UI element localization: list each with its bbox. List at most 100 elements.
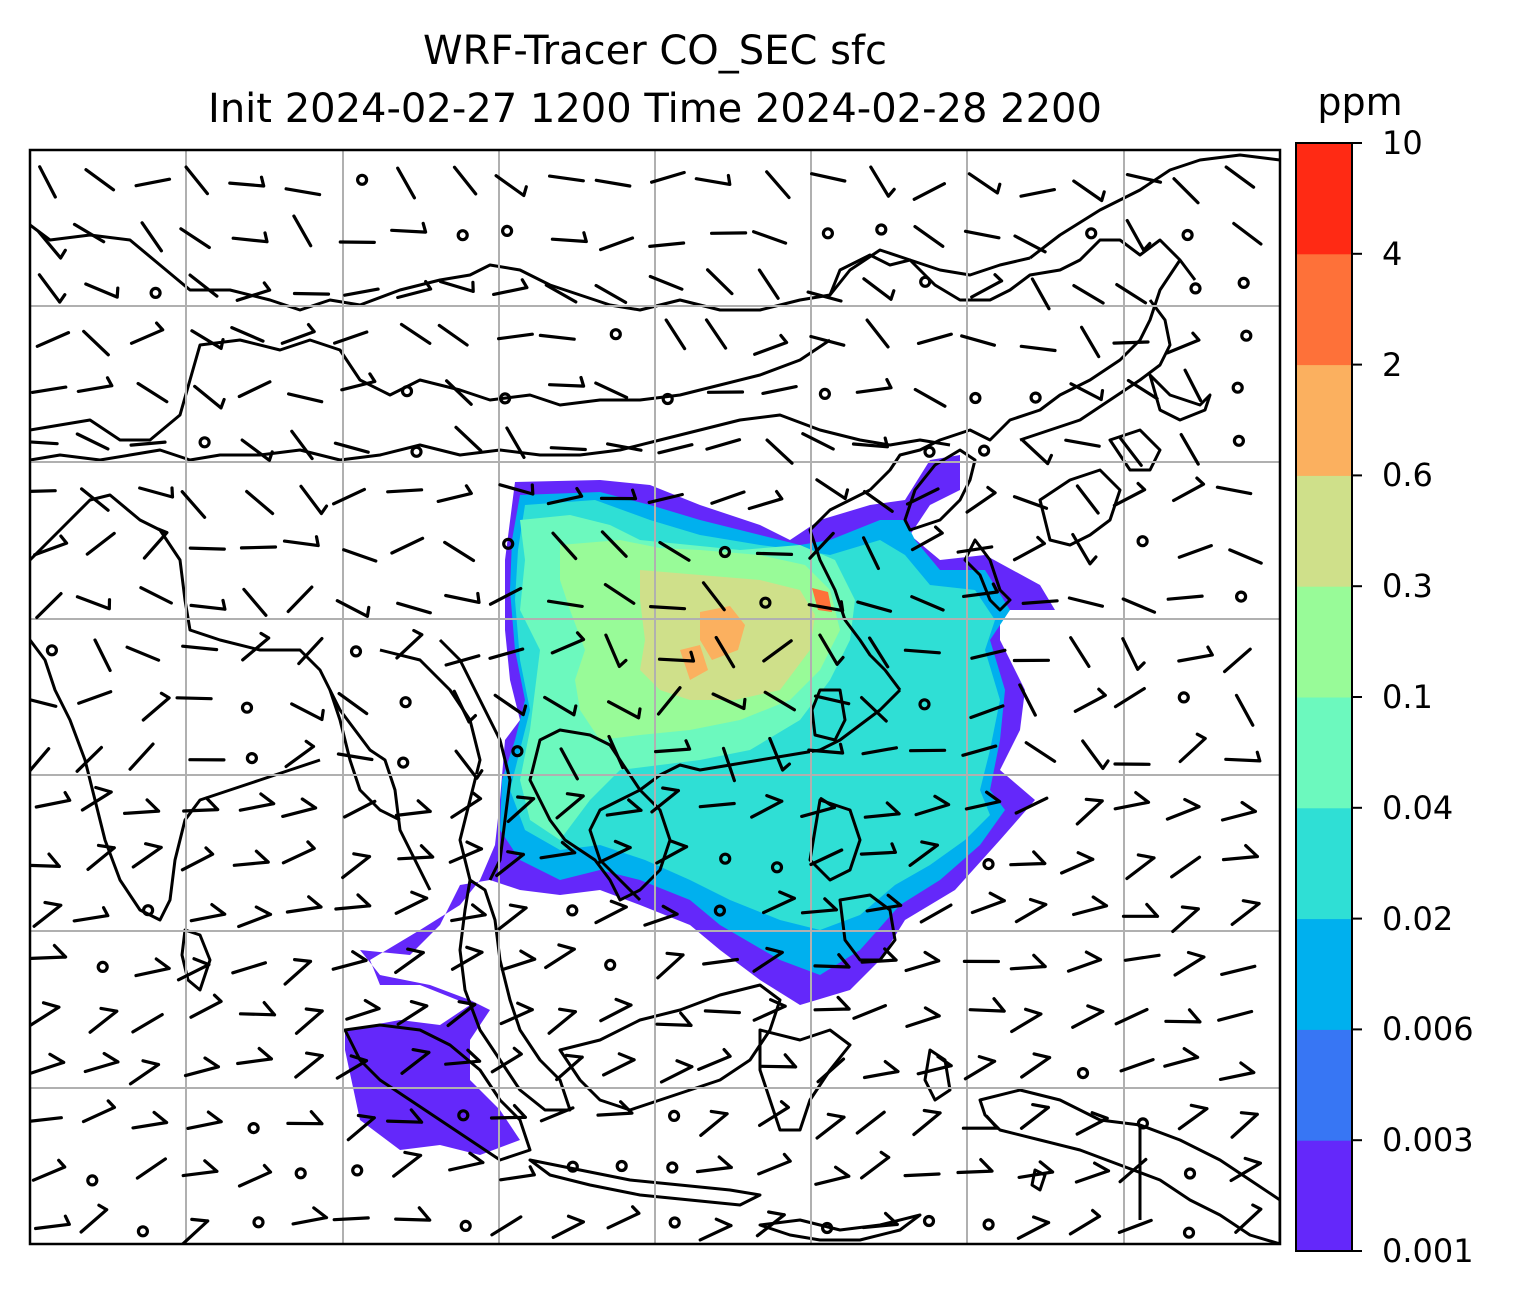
wind-barb: [32, 900, 63, 928]
wind-calm-marker: [667, 1109, 681, 1123]
wind-barb: [1075, 797, 1104, 826]
wind-calm-marker: [923, 445, 936, 458]
wind-calm-marker: [1177, 691, 1190, 704]
wind-barb: [555, 1053, 584, 1082]
wind-barb: [765, 438, 794, 465]
wind-barb: [704, 318, 728, 350]
wind-barb: [714, 635, 736, 669]
wind-barb: [1113, 687, 1146, 709]
wind-barb: [242, 587, 268, 617]
colorbar-unit-label: ppm: [1317, 80, 1403, 124]
colorbar-swatch: [1296, 364, 1352, 476]
coastlines: [30, 153, 1280, 1244]
wind-barb: [284, 187, 322, 197]
wind-calm-marker: [609, 328, 622, 341]
wind-barb: [1179, 433, 1200, 466]
wind-calm-marker: [1237, 276, 1250, 289]
wind-barb: [1224, 750, 1262, 763]
wind-barb: [912, 1108, 942, 1137]
wind-barb: [967, 172, 1002, 195]
wind-barb: [30, 1052, 66, 1075]
wind-barb: [755, 1210, 786, 1238]
wind-barb: [813, 995, 851, 1012]
wind-barb: [768, 736, 791, 772]
map-frame: [28, 148, 1282, 1246]
wind-barb: [333, 441, 370, 454]
wind-barb: [189, 598, 227, 611]
wind-barb: [77, 690, 113, 705]
wind-barb: [703, 1009, 741, 1015]
wind-barb: [175, 696, 213, 701]
wind-barb: [1125, 173, 1163, 184]
wind-barb: [970, 648, 1007, 660]
wind-barb: [710, 490, 746, 505]
wind-barb: [35, 592, 63, 620]
wind-calm-marker: [356, 173, 369, 186]
wind-barb: [1075, 484, 1100, 515]
wind-barb: [345, 998, 381, 1021]
wind-calm-marker: [1240, 329, 1253, 342]
wind-barb: [752, 998, 787, 1022]
wind-barb: [125, 645, 161, 662]
wind-calm-marker: [1182, 1226, 1196, 1239]
wind-barb: [863, 801, 901, 819]
wind-barb: [236, 1046, 273, 1066]
wind-barb: [1165, 797, 1201, 821]
wind-barb: [505, 426, 526, 459]
wind-barb: [488, 647, 525, 660]
wind-barb: [181, 1159, 219, 1178]
gridlines: [30, 150, 1280, 1244]
wind-barb: [868, 636, 890, 669]
wind-barb: [284, 739, 316, 769]
wind-barb: [1171, 905, 1200, 933]
wind-barb: [855, 1110, 886, 1135]
wind-barb: [1113, 791, 1151, 811]
wind-barb: [1024, 741, 1057, 763]
wind-barb: [607, 700, 642, 720]
wind-calm-marker: [142, 904, 155, 917]
wind-barb: [555, 792, 585, 820]
wind-barb: [1177, 1103, 1209, 1131]
wind-barb: [698, 1217, 733, 1242]
wind-barb: [72, 906, 110, 923]
wind-calm-marker: [457, 1109, 470, 1122]
wind-barb: [963, 229, 1001, 240]
wind-calm-marker: [820, 1221, 834, 1235]
wind-barb: [497, 903, 528, 931]
wind-barb: [75, 432, 110, 451]
wind-barb: [546, 486, 584, 506]
wind-barb: [79, 1203, 109, 1234]
wind-barb: [138, 486, 175, 499]
wind-barb: [904, 950, 941, 973]
wind-barb: [919, 903, 953, 924]
wind-barb: [606, 442, 643, 452]
wind-barb: [752, 230, 788, 245]
wind-barb: [335, 599, 371, 618]
wind-barb: [702, 957, 739, 966]
wind-barb: [1221, 844, 1259, 862]
wind-barb: [800, 897, 838, 915]
wind-barb: [760, 1053, 798, 1069]
wind-barb: [35, 331, 71, 348]
wind-barb: [399, 322, 432, 345]
wind-barb: [141, 691, 171, 722]
wind-barb: [37, 230, 67, 260]
wind-barb: [1016, 1215, 1051, 1240]
wind-barb: [606, 1205, 641, 1230]
wind-calm-marker: [977, 444, 991, 457]
wind-barb: [497, 332, 534, 341]
wind-barb: [237, 905, 273, 929]
wind-barb: [134, 957, 171, 978]
wind-barb: [695, 1155, 733, 1174]
wind-barb: [647, 492, 684, 504]
wind-calm-marker: [918, 698, 931, 711]
wind-calm-marker: [566, 904, 579, 917]
wind-barb: [290, 429, 314, 461]
wind-barb: [397, 844, 435, 861]
wind-calm-marker: [821, 227, 835, 240]
wind-barb: [129, 440, 167, 447]
wind-barb: [1066, 950, 1103, 973]
wind-barb: [910, 525, 944, 552]
wind-barb: [970, 891, 1006, 915]
wind-calm-marker: [759, 596, 772, 609]
